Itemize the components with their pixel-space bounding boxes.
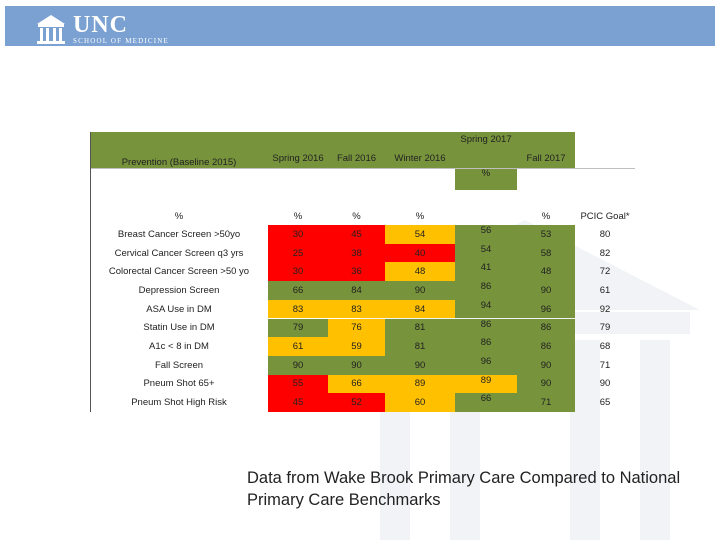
table-cell: 54 xyxy=(385,225,455,244)
table-cell: 80 xyxy=(599,228,611,240)
row-label: Breast Cancer Screen >50yo xyxy=(117,228,241,240)
table-cell: 68 xyxy=(599,341,611,353)
unc-logo: UNC SCHOOL OF MEDICINE xyxy=(35,12,185,45)
table-cell: 30 xyxy=(268,262,328,282)
table-cell: 56 xyxy=(455,225,517,244)
table-cell: 90 xyxy=(385,355,455,375)
table-cell: 54 xyxy=(455,243,517,263)
units-cell-6: PCIC Goal* xyxy=(580,210,630,222)
old-well-icon xyxy=(37,15,65,44)
table-cell: 86 xyxy=(455,318,517,338)
caption: Data from Wake Brook Primary Care Compar… xyxy=(247,469,681,509)
header-col-0: Spring 2016 xyxy=(268,132,328,168)
table-cell: 65 xyxy=(599,397,611,409)
table-cell: 40 xyxy=(385,243,455,263)
logo-text: UNC xyxy=(73,12,128,38)
table-cell: 36 xyxy=(328,262,385,282)
table-cell: 61 xyxy=(599,284,611,296)
table-cell: 25 xyxy=(268,243,328,263)
table-cell: 79 xyxy=(599,322,611,334)
units-cell-2: % xyxy=(352,210,361,222)
table-cell: 45 xyxy=(328,225,385,244)
table-cell: 72 xyxy=(599,266,611,278)
table-cell: 90 xyxy=(517,355,575,375)
units-cell-1: % xyxy=(293,210,303,222)
table-frame-top xyxy=(90,168,635,169)
table-cell: 45 xyxy=(268,393,328,412)
table-cell: 61 xyxy=(268,337,328,356)
table-cell: 71 xyxy=(599,359,611,371)
header-col-4: Fall 2017 xyxy=(517,132,575,168)
table-cell: 81 xyxy=(385,337,455,356)
table-cell: 90 xyxy=(599,378,611,390)
table-cell: 83 xyxy=(268,299,328,319)
table-cell: 41 xyxy=(455,262,517,282)
table-cell: 89 xyxy=(385,374,455,394)
units-cell-4 xyxy=(455,208,517,224)
row-label: Fall Screen xyxy=(154,359,204,371)
row-label: Cervical Cancer Screen q3 yrs xyxy=(114,247,244,259)
table-cell: 94 xyxy=(455,299,517,319)
row-label: Statin Use in DM xyxy=(143,322,215,334)
table-cell: 76 xyxy=(328,318,385,338)
table-cell: 90 xyxy=(385,281,455,300)
table-cell: 84 xyxy=(328,281,385,300)
table-cell: 82 xyxy=(599,247,611,259)
table-cell: 86 xyxy=(517,337,575,356)
table-frame-left xyxy=(90,132,91,412)
table-cell: 96 xyxy=(517,299,575,319)
table-cell: 71 xyxy=(517,393,575,412)
table-cell: 86 xyxy=(455,337,517,356)
table-cell: 52 xyxy=(328,393,385,412)
table-cell: 38 xyxy=(328,243,385,263)
table-cell: 60 xyxy=(385,393,455,412)
header-col-2: Winter 2016 xyxy=(385,132,455,168)
table-cell: 53 xyxy=(517,225,575,244)
table-cell: 89 xyxy=(455,374,517,394)
row-label: Pneum Shot 65+ xyxy=(143,378,215,390)
spring-2017-pct-mark: % xyxy=(481,167,491,179)
table-cell: 55 xyxy=(268,374,328,394)
table-cell: 30 xyxy=(268,225,328,244)
table-cell: 81 xyxy=(385,318,455,338)
table-cell: 66 xyxy=(328,374,385,394)
header-col-1: Fall 2016 xyxy=(328,132,385,168)
row-label: Depression Screen xyxy=(138,284,220,296)
table-cell: 66 xyxy=(455,393,517,412)
table-cell: 59 xyxy=(328,337,385,356)
table-cell: 90 xyxy=(517,374,575,394)
table-cell: 48 xyxy=(517,262,575,282)
table-cell: 58 xyxy=(517,243,575,263)
table-cell: 90 xyxy=(268,355,328,375)
units-cell-0: % xyxy=(174,210,184,222)
table-cell: 90 xyxy=(328,355,385,375)
units-cell-3: % xyxy=(415,210,425,222)
table-cell: 83 xyxy=(328,299,385,319)
table-cell: 86 xyxy=(517,318,575,338)
row-label: ASA Use in DM xyxy=(146,303,212,315)
table-cell: 86 xyxy=(455,281,517,300)
row-label: Pneum Shot High Risk xyxy=(131,397,227,409)
table-cell: 79 xyxy=(268,318,328,338)
header-row-label-cell: Prevention (Baseline 2015) xyxy=(90,132,268,168)
header-col-3: Spring 2017 xyxy=(455,132,517,190)
header-banner: UNC SCHOOL OF MEDICINE xyxy=(5,6,715,46)
table-cell: 92 xyxy=(599,303,611,315)
row-label: Colorectal Cancer Screen >50 yo xyxy=(108,266,250,278)
table-cell: 96 xyxy=(455,355,517,375)
table-cell: 84 xyxy=(385,299,455,319)
row-label: A1c < 8 in DM xyxy=(149,341,209,353)
units-cell-5: % xyxy=(541,210,551,222)
table-cell: 90 xyxy=(517,281,575,300)
table-cell: 66 xyxy=(268,281,328,300)
logo-subtext: SCHOOL OF MEDICINE xyxy=(73,37,170,45)
table-cell: 48 xyxy=(385,262,455,282)
